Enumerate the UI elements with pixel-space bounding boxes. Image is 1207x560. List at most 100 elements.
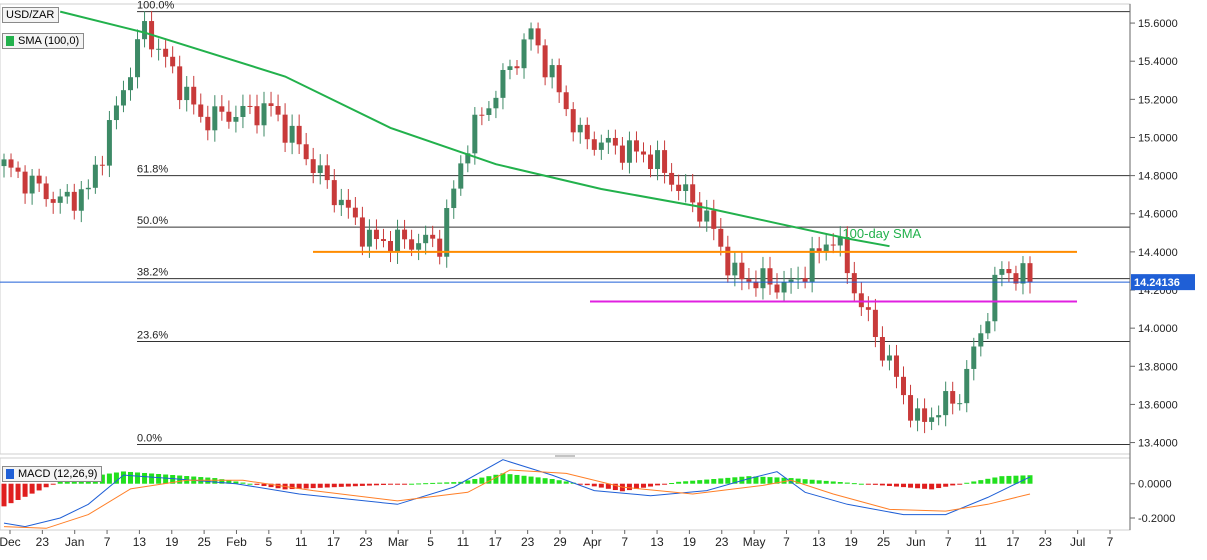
candle-body (50, 199, 56, 203)
candle-body (535, 28, 541, 46)
sma-line (59, 10, 890, 248)
macd-histogram-bar (605, 483, 611, 489)
sma-annotation: 100-day SMA (842, 226, 921, 241)
macd-histogram-bar (936, 483, 942, 489)
candle-body (486, 108, 492, 115)
candle-body (908, 395, 914, 421)
macd-histogram-bar (535, 477, 541, 484)
candle-body (542, 45, 548, 78)
candle-body (493, 97, 499, 109)
candle-body (655, 150, 661, 170)
macd-histogram-bar (901, 483, 907, 488)
candle-body (879, 337, 885, 361)
macd-histogram-bar (718, 478, 724, 484)
candle-body (366, 229, 372, 247)
candle-body (915, 408, 921, 421)
macd-histogram-bar (802, 479, 808, 484)
macd-histogram-bar (388, 483, 394, 485)
candle-body (395, 229, 401, 253)
macd-histogram-bar (683, 481, 689, 484)
macd-histogram-bar (423, 483, 429, 485)
fib-level-label: 100.0% (137, 0, 175, 12)
x-tick-label: Jun (906, 535, 925, 549)
last-price-tag (1131, 274, 1195, 291)
price-y-tick-label: 15.0000 (1138, 132, 1178, 144)
macd-histogram-bar (591, 483, 597, 487)
macd-histogram-bar (472, 479, 478, 484)
x-tick-label: Dec (0, 535, 21, 549)
sma-legend[interactable]: SMA (100,0) (2, 33, 85, 49)
macd-histogram-bar (978, 480, 984, 484)
macd-histogram-bar (409, 483, 415, 485)
macd-histogram-bar (879, 483, 885, 486)
macd-histogram-bar (135, 472, 141, 484)
macd-histogram-bar (690, 480, 696, 484)
macd-histogram-bar (563, 481, 569, 484)
candle-body (184, 86, 190, 101)
candle-body (1027, 263, 1033, 283)
candle-body (324, 165, 330, 181)
macd-histogram-bar (29, 483, 35, 494)
macd-histogram-bar (317, 483, 323, 488)
macd-histogram-bar (1027, 475, 1033, 484)
candle-body (247, 105, 253, 107)
lines-layer: 100-day SMA (0, 10, 1130, 303)
candle-body (718, 228, 724, 247)
macd-histogram-bar (528, 476, 534, 484)
macd-histogram-bar (669, 483, 675, 485)
macd-histogram-bar (521, 475, 527, 484)
macd-histogram-bar (971, 481, 977, 484)
macd-histogram-bar (149, 473, 155, 484)
symbol-label: USD/ZAR (2, 7, 60, 23)
candle-body (352, 207, 358, 218)
macd-histogram-bar (261, 483, 267, 486)
candles-layer (1, 10, 1033, 434)
candle-body (310, 159, 316, 174)
candle-body (500, 69, 506, 98)
candle-body (711, 210, 717, 229)
candle-body (753, 281, 759, 289)
price-y-tick-label: 13.8000 (1138, 361, 1178, 373)
macd-histogram-bar (549, 479, 555, 484)
candle-body (22, 171, 28, 194)
candle-body (92, 164, 98, 188)
candle-body (240, 105, 246, 117)
candle-body (8, 159, 14, 168)
macd-legend[interactable]: MACD (12,26,9) (2, 466, 103, 482)
macd-histogram-bar (15, 483, 21, 500)
macd-histogram-bar (844, 482, 850, 484)
macd-histogram-bar (662, 483, 668, 485)
candle-body (795, 278, 801, 280)
candle-body (479, 114, 485, 116)
macd-histogram-bar (612, 483, 618, 491)
fib-level-label: 23.6% (137, 330, 168, 342)
candle-body (254, 106, 260, 126)
macd-histogram-bar (57, 480, 63, 484)
candle-body (233, 116, 239, 122)
candle-body (739, 262, 745, 280)
macd-histogram-bar (289, 483, 295, 490)
signal-line (3, 469, 1031, 529)
candle-body (528, 28, 534, 40)
x-tick-label: 25 (877, 535, 891, 549)
macd-histogram-bar (992, 477, 998, 484)
macd-histogram-bar (359, 483, 365, 486)
candle-body (893, 355, 899, 377)
x-tick-label: 7 (621, 535, 628, 549)
last-price-label: 14.24136 (1134, 277, 1180, 289)
macd-histogram-bar (106, 473, 112, 484)
candle-body (409, 239, 415, 250)
candle-body (704, 210, 710, 222)
sma-legend-label: SMA (100,0) (18, 35, 80, 47)
candle-body (999, 269, 1005, 275)
macd-legend-label: MACD (12,26,9) (18, 468, 98, 480)
macd-histogram-bar (648, 483, 654, 487)
candle-body (219, 106, 225, 112)
candle-body (36, 175, 42, 184)
candle-body (549, 65, 555, 78)
x-tick-label: 7 (945, 535, 952, 549)
macd-histogram-bar (275, 483, 281, 489)
macd-histogram-bar (514, 474, 520, 484)
x-tick-label: May (743, 535, 766, 549)
macd-histogram-bar (851, 483, 857, 485)
